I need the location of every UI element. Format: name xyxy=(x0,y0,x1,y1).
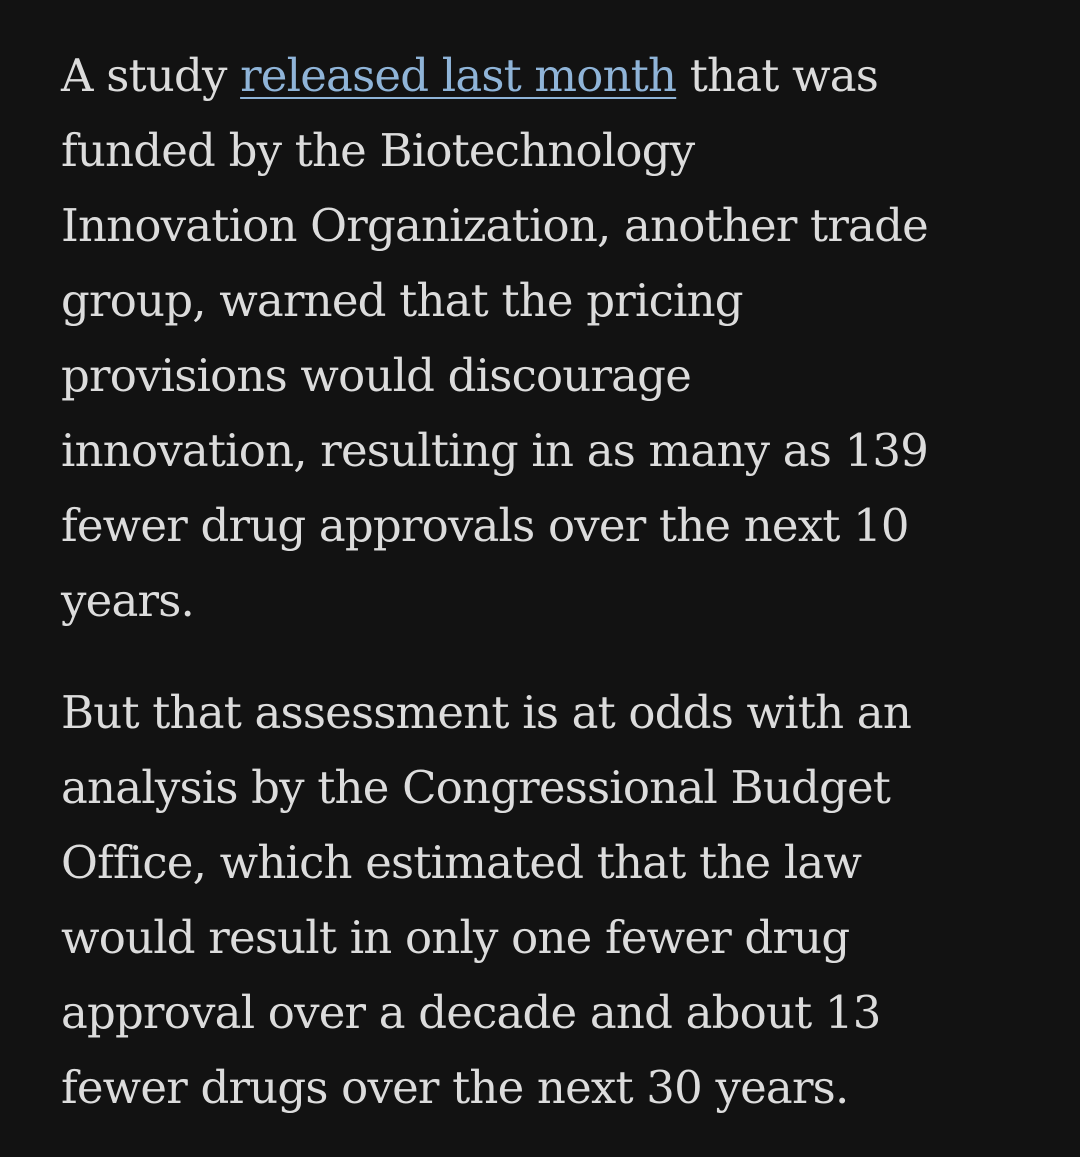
paragraph-2-line: approval over a decade and about 13 xyxy=(61,986,881,1039)
paragraph-1-line: group, warned that the pricing xyxy=(61,274,744,327)
paragraph-1-lead-text: A study xyxy=(61,49,241,102)
paragraph-spacer xyxy=(61,638,1041,675)
paragraph-2-line: analysis by the Congressional Budget xyxy=(61,761,891,814)
paragraph-1: A study released last month that was fun… xyxy=(61,38,1041,638)
paragraph-1-line: provisions would discourage xyxy=(61,349,692,402)
paragraph-2-line: Office, which estimated that the law xyxy=(61,836,862,889)
paragraph-1-line: Innovation Organization, another trade xyxy=(61,199,929,252)
paragraph-2: But that assessment is at odds with an a… xyxy=(61,675,1041,1125)
paragraph-1-line: funded by the Biotechnology xyxy=(61,124,695,177)
article-body: A study released last month that was fun… xyxy=(61,38,1041,1125)
paragraph-2-line: But that assessment is at odds with an xyxy=(61,686,912,739)
paragraph-1-line: innovation, resulting in as many as 139 xyxy=(61,424,929,477)
paragraph-1-line: fewer drug approvals over the next 10 xyxy=(61,499,910,552)
paragraph-2-line: fewer drugs over the next 30 years. xyxy=(61,1061,849,1114)
paragraph-1-line-1-tail: that was xyxy=(676,49,879,102)
paragraph-1-line: years. xyxy=(61,574,195,627)
paragraph-2-line: would result in only one fewer drug xyxy=(61,911,850,964)
released-last-month-link[interactable]: released last month xyxy=(240,49,677,102)
paragraph-1-line-1: A study released last month that was xyxy=(61,38,1041,113)
